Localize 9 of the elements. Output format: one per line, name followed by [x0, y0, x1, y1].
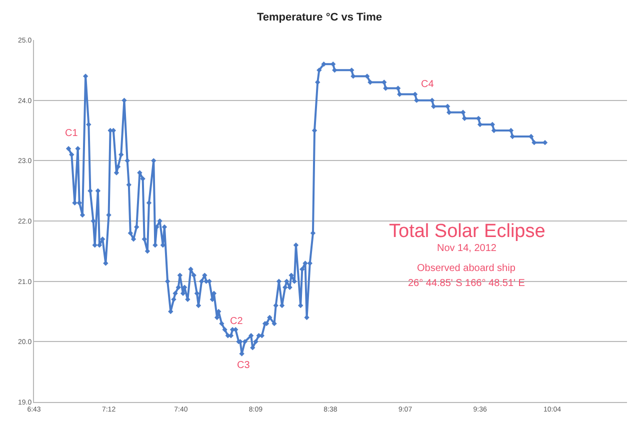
annotation: C3 [237, 360, 250, 371]
annotation: 26° 44.85' S 166° 48.51' E [408, 278, 526, 289]
annotation: C2 [230, 316, 244, 327]
annotation: C1 [65, 128, 78, 139]
annotation: Nov 14, 2012 [437, 243, 497, 254]
chart-title: Temperature °C vs Time [256, 11, 382, 24]
annotation: Observed aboard ship [417, 263, 516, 274]
annotation: Total Solar Eclipse [389, 221, 546, 242]
annotation: C4 [421, 79, 434, 90]
